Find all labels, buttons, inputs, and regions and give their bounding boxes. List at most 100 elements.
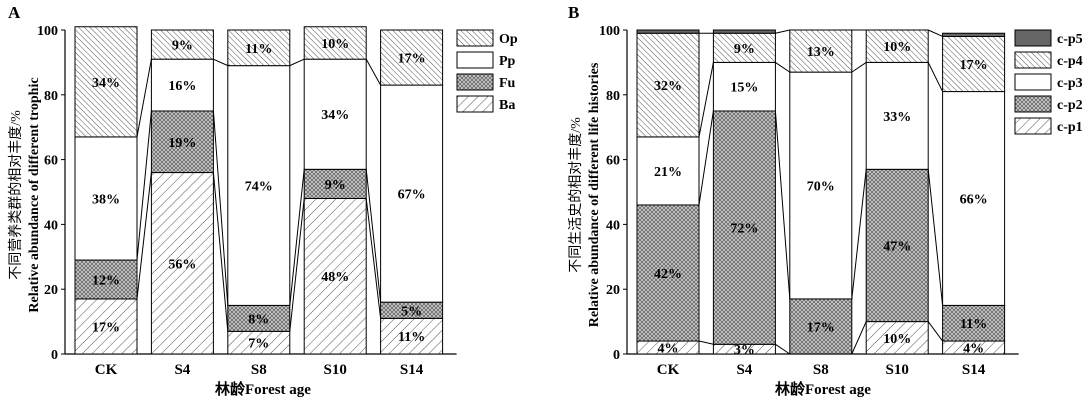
legend-label-c-p2: c-p2 (1057, 98, 1083, 113)
bar-segment-ba-ck (74, 298, 138, 355)
legend-label-c-p1: c-p1 (1057, 120, 1083, 135)
connector-line (927, 62, 944, 92)
bars: 17% 12% 38% 34% 56% 19% 16% 9% 7% 8% 74% 11% 48% 9% 34… (74, 26, 444, 355)
y-axis: 0 20 40 60 80 100 (599, 24, 628, 363)
bar-segment-pp-s10 (303, 58, 367, 170)
connector-line (775, 61, 791, 73)
bar-segment-c-p4-ck (636, 32, 700, 138)
y-tick-label: 80 (606, 89, 620, 104)
legend-swatch-fu (456, 73, 494, 91)
x-axis-label: 林龄Forest age (215, 380, 311, 398)
data-label: 9% (734, 42, 755, 57)
data-label: 4% (658, 342, 679, 357)
data-label: 34% (321, 108, 349, 123)
data-label: 5% (401, 304, 422, 319)
y-tick-label: 60 (606, 154, 620, 169)
data-label: 32% (654, 79, 682, 94)
bar-segment-c-p2-s10 (865, 168, 929, 323)
connector-line (698, 110, 714, 206)
legend-label-fu: Fu (499, 76, 516, 91)
connector-line (851, 61, 867, 73)
y-tick-label: 80 (44, 89, 58, 104)
data-label: 21% (654, 165, 682, 180)
bar-segment-fu-s8 (227, 304, 291, 332)
x-axis: CK S4 S8 S10 S14 (65, 353, 457, 378)
data-label: 74% (245, 180, 273, 195)
data-label: 10% (883, 332, 911, 347)
y-tick-label: 20 (606, 283, 620, 298)
data-label: 72% (730, 222, 758, 237)
y-tick-label: 100 (37, 24, 58, 39)
bar-segment-pp-s14 (380, 84, 444, 303)
data-label: 19% (168, 136, 196, 151)
x-tick-label: S14 (400, 362, 424, 378)
data-label: 13% (807, 45, 835, 60)
data-label: 47% (883, 239, 911, 254)
y-tick-label: 0 (613, 348, 620, 363)
y-axis-label-en: Relative abundance of different life his… (587, 62, 602, 327)
connector-line (136, 110, 152, 261)
data-label: 3% (734, 343, 755, 358)
bar-segment-c-p3-s8 (789, 71, 853, 300)
connector-line (136, 59, 152, 138)
legend-label-c-p4: c-p4 (1057, 54, 1083, 69)
legend-swatch-pp (456, 51, 494, 69)
connector-line (289, 169, 305, 306)
x-tick-label: CK (95, 362, 118, 378)
panel-b: B 不同生活史的相对丰度/% Relative abundance of dif… (568, 3, 1083, 398)
connector-line (213, 58, 229, 67)
y-axis: 0 20 40 60 80 100 (37, 24, 66, 363)
x-tick-label: S8 (251, 362, 267, 378)
x-tick-label: S8 (813, 362, 829, 378)
bar-segment-c-p4-s14 (942, 35, 1006, 93)
bar-segment-c-p3-ck (636, 136, 700, 206)
bar-segment-c-p3-s10 (865, 61, 929, 170)
legend-swatch-c-p4 (1014, 51, 1052, 69)
connector-line (775, 343, 791, 355)
connector-line (698, 62, 714, 138)
data-label: 17% (398, 52, 426, 67)
bars: 4% 42% 21% 32% 3% 72% 15% 9% 17% 70% 13% 10% 47% 33% 1… (636, 29, 1006, 358)
y-axis-label-cn: 不同营养类群的相对丰度/% (8, 110, 24, 280)
data-label: 70% (807, 180, 835, 195)
bar-segment-c-p3-s14 (942, 91, 1006, 306)
x-tick-label: S14 (962, 362, 986, 378)
x-tick-label: S10 (886, 362, 909, 378)
legend-label-c-p5: c-p5 (1057, 32, 1083, 47)
y-axis-label-cn: 不同生活史的相对丰度/% (568, 117, 584, 273)
connector-line (212, 110, 229, 306)
data-label: 8% (248, 312, 269, 327)
x-tick-label: S4 (174, 362, 190, 378)
data-label: 4% (963, 342, 984, 357)
legend-label-ba: Ba (499, 98, 515, 113)
legend-swatch-op (456, 29, 494, 47)
connector-line (927, 169, 944, 306)
panel-label: B (568, 3, 579, 22)
bar-segment-pp-s4 (150, 58, 214, 112)
data-label: 33% (883, 110, 911, 125)
y-axis-label-en: Relative abundance of different trophic (27, 77, 42, 312)
x-tick-label: S4 (736, 362, 752, 378)
data-label: 11% (245, 42, 272, 57)
bar-segment-fu-s4 (150, 110, 214, 174)
data-label: 9% (172, 39, 193, 54)
data-label: 42% (654, 267, 682, 282)
legend-label-pp: Pp (499, 54, 516, 69)
bar-segment-c-p5-ck (636, 29, 700, 34)
connector-line (212, 172, 229, 332)
connector-line (698, 340, 714, 345)
bar-segment-c-p2-s4 (712, 110, 776, 345)
bar-segment-c-p4-s10 (865, 29, 929, 63)
bar-segment-op-ck (74, 26, 138, 138)
data-label: 7% (248, 337, 269, 352)
connector-line (775, 29, 790, 34)
data-label: 17% (92, 320, 120, 335)
connector-line (774, 110, 791, 299)
legend-swatch-c-p1 (1014, 117, 1052, 135)
bar-segment-c-p4-s8 (789, 29, 853, 73)
data-label: 10% (883, 40, 911, 55)
panel-a: A 不同营养类群的相对丰度/% Relative abundance of di… (8, 3, 518, 398)
bar-segment-op-s8 (227, 29, 291, 67)
y-tick-label: 100 (599, 24, 620, 39)
